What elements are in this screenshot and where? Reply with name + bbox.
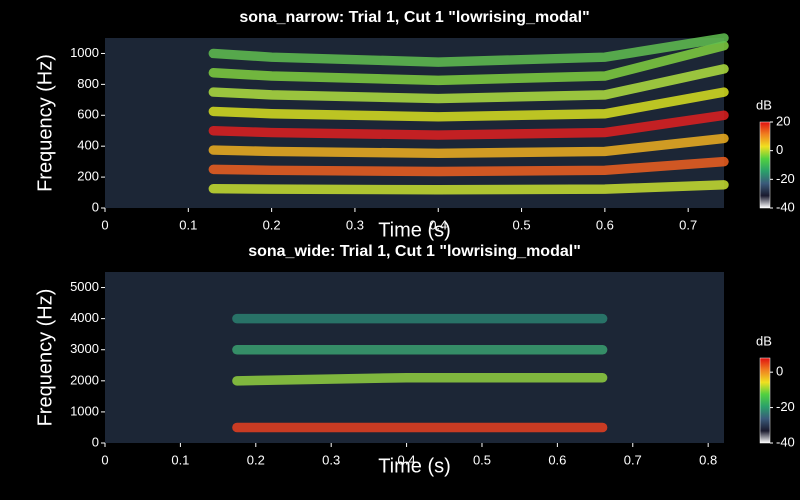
plot-area (105, 272, 724, 443)
colorbar-tick-label: 20 (776, 113, 790, 128)
colorbar (759, 121, 771, 209)
y-tick-label: 800 (77, 76, 99, 91)
x-axis-label: Time (s) (378, 219, 451, 241)
y-tick-label: 600 (77, 107, 99, 122)
harmonic-band (208, 180, 729, 195)
colorbar-tick-label: -20 (776, 399, 795, 414)
x-tick-label: 0.7 (679, 217, 697, 232)
harmonic-band (208, 41, 729, 86)
x-tick-label: 0.5 (473, 452, 491, 467)
x-tick-label: 0 (101, 452, 108, 467)
x-tick-label: 0.3 (346, 217, 364, 232)
x-tick-label: 0.8 (699, 452, 717, 467)
colorbar-tick-label: -20 (776, 171, 795, 186)
colorbar (759, 357, 771, 444)
x-tick-label: 0.6 (596, 217, 614, 232)
harmonic-band (208, 33, 729, 67)
colorbar-tick-label: -40 (776, 434, 795, 449)
y-tick-label: 0 (92, 434, 99, 449)
y-tick-label: 4000 (70, 310, 99, 325)
y-tick-label: 1000 (70, 45, 99, 60)
x-tick-label: 0.4 (429, 217, 447, 232)
x-tick-label: 0.2 (263, 217, 281, 232)
colorbar-tick-label: -40 (776, 199, 795, 214)
harmonic-band (208, 110, 729, 140)
y-tick-label: 2000 (70, 372, 99, 387)
y-tick-label: 400 (77, 138, 99, 153)
y-axis-label: Frequency (Hz) (34, 54, 56, 192)
colorbar-tick-label: 0 (776, 364, 783, 379)
y-tick-label: 0 (92, 199, 99, 214)
y-tick-label: 1000 (70, 403, 99, 418)
y-tick-label: 200 (77, 169, 99, 184)
colorbar-label: dB (756, 97, 772, 112)
x-tick-label: 0.1 (171, 452, 189, 467)
chart-title: sona_wide: Trial 1, Cut 1 "lowrising_mod… (248, 243, 581, 260)
plot-area (105, 38, 724, 208)
x-axis-label: Time (s) (378, 455, 451, 477)
colorbar-label: dB (756, 333, 772, 348)
colorbar-tick-label: 0 (776, 142, 783, 157)
x-tick-label: 0.6 (548, 452, 566, 467)
x-tick-label: 0.7 (624, 452, 642, 467)
harmonic-band (208, 87, 729, 122)
y-axis-label: Frequency (Hz) (34, 289, 56, 427)
x-tick-label: 0.2 (247, 452, 265, 467)
y-tick-label: 5000 (70, 279, 99, 294)
harmonic-band (208, 133, 729, 159)
harmonic-band (208, 156, 729, 177)
x-tick-label: 0.3 (322, 452, 340, 467)
x-tick-label: 0 (101, 217, 108, 232)
harmonic-band (208, 64, 729, 104)
chart-title: sona_narrow: Trial 1, Cut 1 "lowrising_m… (239, 9, 589, 26)
x-tick-label: 0.4 (398, 452, 416, 467)
y-tick-label: 3000 (70, 341, 99, 356)
x-tick-label: 0.1 (179, 217, 197, 232)
harmonic-band (232, 372, 608, 386)
x-tick-label: 0.5 (513, 217, 531, 232)
